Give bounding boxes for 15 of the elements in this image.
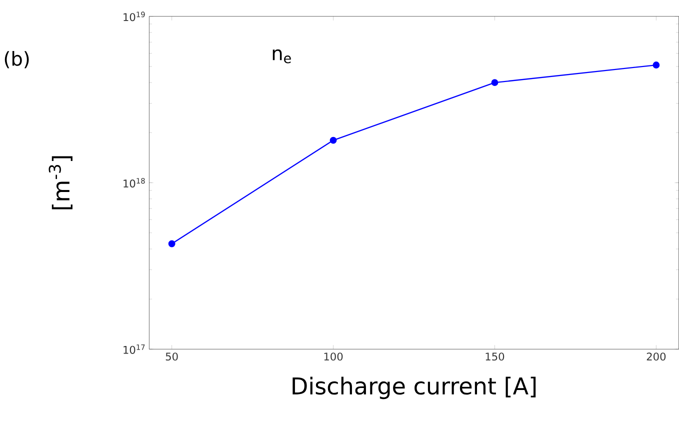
y-tick-label: 10$^{18}$ (124, 178, 145, 188)
x-tick-label: 50 (166, 352, 178, 361)
y-tick-label: 10$^{17}$ (124, 344, 145, 354)
x-tick-label: 200 (646, 352, 666, 361)
point (168, 240, 176, 248)
annotation: n$_{e}$ (272, 50, 291, 64)
y-axis-title: [m$^{-3}$] (48, 156, 72, 210)
point (491, 79, 498, 86)
y-tick-label: 10$^{19}$ (124, 12, 145, 22)
text: (b) (4, 51, 29, 68)
point (652, 62, 660, 69)
x-tick-label: 100 (324, 352, 343, 361)
x-axis-title: Discharge current [A] (292, 377, 536, 400)
x-tick-label: 150 (486, 352, 504, 361)
point (330, 137, 337, 144)
